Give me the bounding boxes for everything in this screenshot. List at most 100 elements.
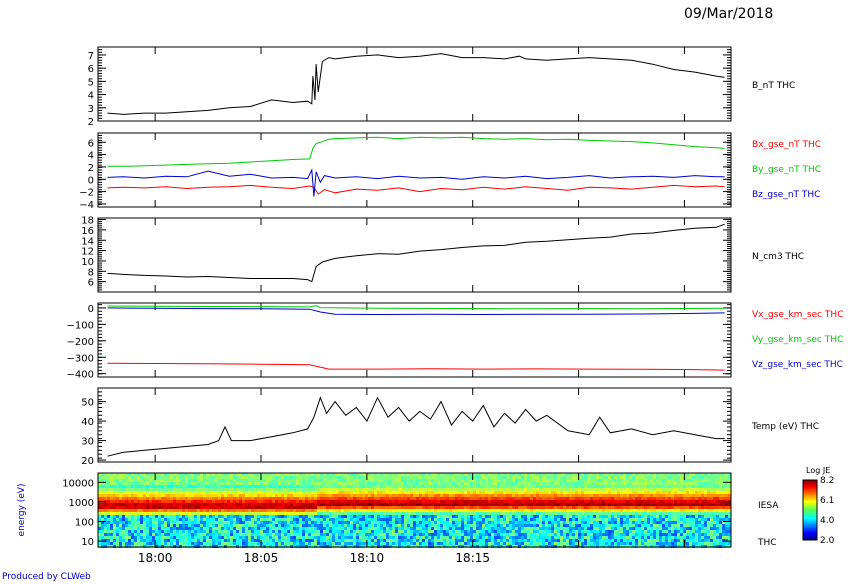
- spectrogram-cell: [464, 536, 467, 539]
- spectrogram-cell: [599, 497, 602, 500]
- spectrogram-cell: [389, 536, 392, 539]
- spectrogram-cell: [212, 500, 215, 503]
- spectrogram-cell: [467, 497, 470, 500]
- spectrogram-cell: [506, 527, 509, 530]
- plot-date: 09/Mar/2018: [684, 6, 774, 22]
- spectrogram-cell: [452, 494, 455, 497]
- spectrogram-cell: [386, 524, 389, 527]
- spectrogram-cell: [569, 491, 572, 494]
- spectrogram-cell: [254, 530, 257, 533]
- spectrogram-cell: [128, 494, 131, 497]
- spectrogram-cell: [107, 485, 110, 488]
- spectrogram-cell: [200, 530, 203, 533]
- spectrogram-cell: [473, 473, 476, 476]
- spectrogram-cell: [389, 485, 392, 488]
- spectrogram-cell: [530, 536, 533, 539]
- spectrogram-cell: [116, 512, 119, 515]
- spectrogram-cell: [341, 539, 344, 542]
- spectrogram-cell: [464, 533, 467, 536]
- spectrogram-cell: [449, 536, 452, 539]
- spectrogram-cell: [506, 491, 509, 494]
- spectrogram-cell: [266, 488, 269, 491]
- spectrogram-cell: [476, 530, 479, 533]
- spectrogram-cell: [302, 491, 305, 494]
- y-tick-label: 20: [81, 456, 94, 467]
- spectrogram-cell: [107, 509, 110, 512]
- spectrogram-cell: [341, 536, 344, 539]
- spectrogram-cell: [101, 530, 104, 533]
- spectrogram-cell: [206, 539, 209, 542]
- spectrogram-cell: [293, 536, 296, 539]
- spectrogram-cell: [515, 494, 518, 497]
- spectrogram-cell: [278, 494, 281, 497]
- spectrogram-cell: [566, 503, 569, 506]
- spectrogram-cell: [461, 479, 464, 482]
- spectrogram-cell: [215, 485, 218, 488]
- spectrogram-cell: [329, 536, 332, 539]
- spectrogram-cell: [443, 491, 446, 494]
- spectrogram-cell: [455, 485, 458, 488]
- spectrogram-cell: [209, 524, 212, 527]
- spectrogram-cell: [434, 503, 437, 506]
- spectrogram-cell: [194, 542, 197, 545]
- spectrogram-cell: [575, 512, 578, 515]
- spectrogram-cell: [428, 512, 431, 515]
- spectrogram-cell: [392, 494, 395, 497]
- spectrogram-cell: [191, 521, 194, 524]
- spectrogram-cell: [137, 476, 140, 479]
- spectrogram-cell: [149, 512, 152, 515]
- spectrogram-cell: [185, 536, 188, 539]
- spectrogram-cell: [362, 473, 365, 476]
- spectrogram-cell: [227, 527, 230, 530]
- spectrogram-cell: [230, 506, 233, 509]
- spectrogram-cell: [176, 494, 179, 497]
- spectrogram-cell: [578, 482, 581, 485]
- spectrogram-cell: [422, 506, 425, 509]
- spectrogram-cell: [380, 524, 383, 527]
- spectrogram-cell: [248, 476, 251, 479]
- spectrogram-cell: [230, 509, 233, 512]
- spectrogram-cell: [503, 497, 506, 500]
- spectrogram-cell: [173, 473, 176, 476]
- spectrogram-cell: [269, 530, 272, 533]
- spectrogram-cell: [545, 488, 548, 491]
- spectrogram-cell: [446, 515, 449, 518]
- spectrogram-cell: [611, 509, 614, 512]
- spectrogram-cell: [479, 482, 482, 485]
- spectrogram-cell: [266, 479, 269, 482]
- spectrogram-cell: [449, 512, 452, 515]
- spectrogram-cell: [269, 500, 272, 503]
- spectrogram-cell: [398, 476, 401, 479]
- spectrogram-cell: [293, 497, 296, 500]
- spectrogram-cell: [533, 503, 536, 506]
- spectrogram-cell: [632, 542, 635, 545]
- spectrogram-cell: [473, 536, 476, 539]
- spectrogram-cell: [149, 542, 152, 545]
- spectrogram-cell: [566, 530, 569, 533]
- spectrogram-cell: [605, 530, 608, 533]
- spectrogram-cell: [383, 494, 386, 497]
- spectrogram-cell: [398, 515, 401, 518]
- spectrogram-cell: [620, 527, 623, 530]
- spectrogram-cell: [521, 476, 524, 479]
- spectrogram-cell: [134, 533, 137, 536]
- spectrogram-cell: [428, 485, 431, 488]
- spectrogram-cell: [470, 509, 473, 512]
- spectrogram-cell: [332, 518, 335, 521]
- spectrogram-cell: [407, 503, 410, 506]
- spectrogram-cell: [524, 491, 527, 494]
- spectrogram-cell: [182, 509, 185, 512]
- spectrogram-cell: [503, 533, 506, 536]
- spectrogram-cell: [176, 500, 179, 503]
- spectrogram-cell: [140, 491, 143, 494]
- spectrogram-cell: [506, 515, 509, 518]
- spectrogram-cell: [641, 515, 644, 518]
- y-tick-label: 4: [88, 151, 94, 162]
- spectrogram-cell: [125, 539, 128, 542]
- series-vz-gse-km-sec-thc: [107, 307, 725, 316]
- spectrogram-cell: [257, 479, 260, 482]
- spectrogram-cell: [143, 539, 146, 542]
- spectrogram-cell: [188, 515, 191, 518]
- spectrogram-cell: [104, 518, 107, 521]
